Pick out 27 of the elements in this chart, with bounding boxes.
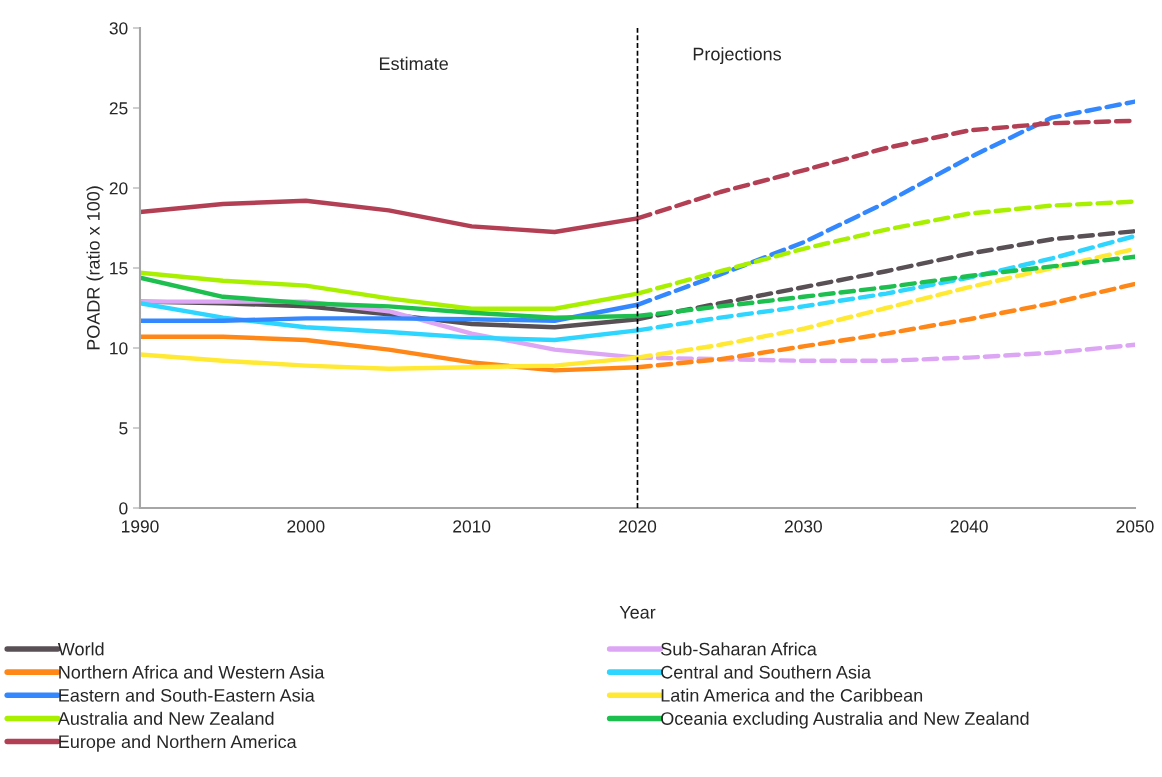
annotation: Estimate bbox=[379, 56, 448, 71]
annotation: Projections bbox=[693, 47, 782, 65]
legend-label: Oceania excluding Australia and New Zealand bbox=[661, 711, 1029, 729]
y-tick-label: 5 bbox=[119, 422, 128, 435]
legend-label: Europe and Northern America bbox=[59, 734, 297, 752]
legend-label: Australia and New Zealand bbox=[57, 711, 274, 725]
y-tick-label: 10 bbox=[110, 342, 128, 355]
legend-label: Northern Africa and Western Asia bbox=[59, 665, 325, 679]
y-tick-label: 0 bbox=[119, 502, 128, 515]
x-tick-label: 2030 bbox=[784, 520, 822, 533]
x-axis-title: Year bbox=[619, 606, 656, 619]
x-tick-label: 2000 bbox=[287, 520, 325, 533]
y-tick-label: 25 bbox=[109, 102, 128, 115]
y-axis-title: POADR (ratio x 100) bbox=[86, 186, 104, 350]
legend-label: Central and Southern Asia bbox=[661, 665, 872, 679]
legend-label: Sub-Saharan Africa bbox=[661, 642, 817, 656]
x-tick-label: 2040 bbox=[950, 520, 988, 533]
y-tick-label: 20 bbox=[109, 182, 128, 195]
legend-label: World bbox=[57, 642, 104, 656]
x-tick-label: 2020 bbox=[619, 520, 657, 533]
legend-label: Latin America and the Caribbean bbox=[661, 688, 923, 702]
y-tick-label: 30 bbox=[109, 22, 128, 35]
x-tick-label: 2050 bbox=[1116, 520, 1154, 533]
legend-label: Eastern and South-Eastern Asia bbox=[59, 688, 315, 702]
y-tick-label: 15 bbox=[110, 262, 128, 275]
x-tick-label: 2010 bbox=[453, 520, 491, 533]
x-tick-label: 1990 bbox=[122, 520, 159, 533]
